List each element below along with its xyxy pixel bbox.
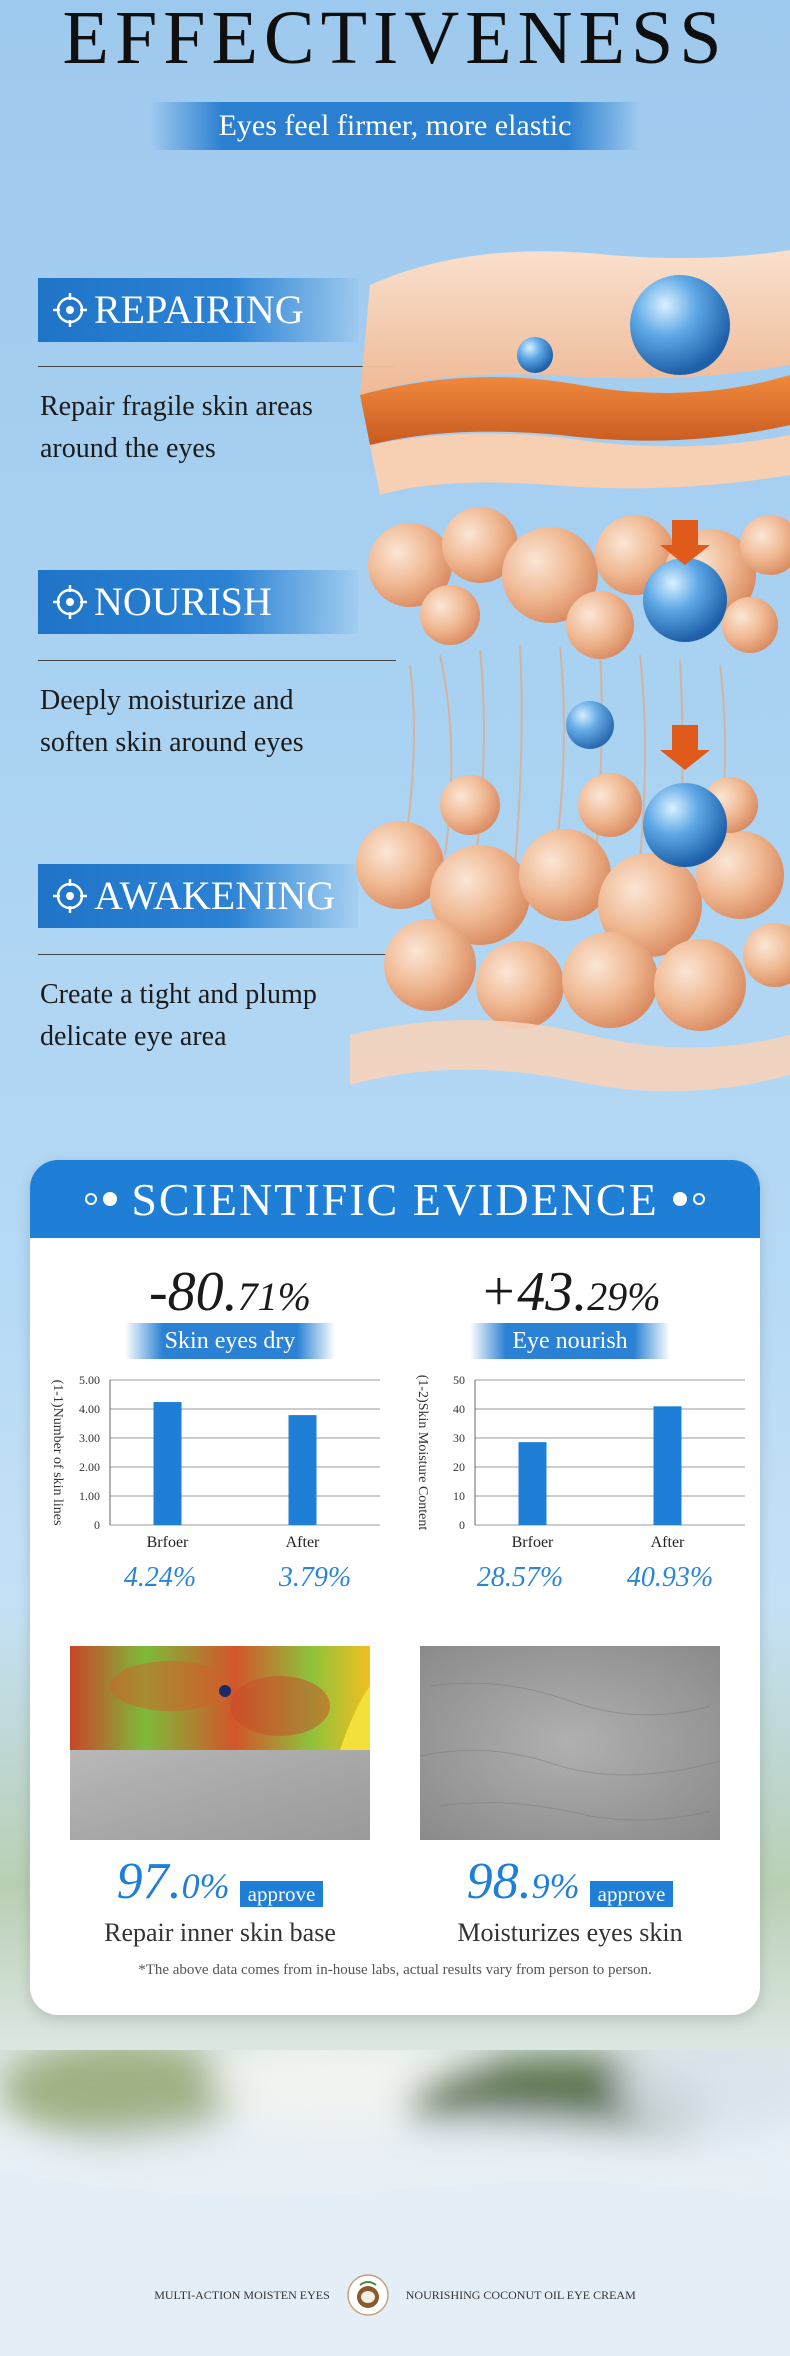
approve-percentage-main: 97. (116, 1853, 182, 1910)
chart-skin-lines: (1-1)Number of skin lines 0 1.00 2.00 3.00 4.… (50, 1373, 380, 1551)
chart-value-label: 40.93% (626, 1562, 714, 1593)
skin-texture-photo (420, 1646, 720, 1840)
coconut-logo-icon (347, 2274, 389, 2316)
chart-y-tick-label: 40 (453, 1402, 465, 1416)
evidence-title: SCIENTIFIC EVIDENCE (131, 1173, 659, 1225)
chart-x-tick-label: After (651, 1534, 685, 1551)
approve-percentage-decimal: 0% (181, 1866, 230, 1906)
chart-bar (153, 1402, 182, 1525)
target-icon (53, 585, 87, 619)
approve-badge: approve (239, 1881, 324, 1908)
before-after-skin-photo (70, 1646, 370, 1840)
chart-y-tick-label: 2.00 (79, 1460, 100, 1474)
chart-y-axis-label: (1-2)Skin Moisture Content (415, 1375, 430, 1531)
chart-y-tick-label: 20 (453, 1460, 465, 1474)
chart-x-tick-label: After (286, 1534, 320, 1551)
feature-description: Repair fragile skin areas around the eye… (40, 386, 400, 470)
target-icon (53, 293, 87, 327)
disclaimer: *The above data comes from in-house labs… (138, 1962, 652, 1978)
chart-x-tick-label: Brfoer (147, 1534, 189, 1551)
chart-bar (518, 1442, 547, 1525)
stat-label: Skin eyes dry (125, 1323, 335, 1359)
approve-percentage: 98.9% (467, 1853, 580, 1910)
chart-y-tick-label: 3.00 (79, 1431, 100, 1445)
approve-stat: 97.0% approve (70, 1852, 370, 1911)
chart-y-tick-label: 50 (453, 1373, 465, 1387)
flower-background (0, 2050, 790, 2356)
approve-percentage: 97.0% (117, 1853, 230, 1910)
photo-caption: Repair inner skin base (104, 1918, 336, 1947)
chart-y-tick-label: 0 (459, 1518, 465, 1532)
chart-x-tick-label: Brfoer (512, 1534, 554, 1551)
bullet-dot-icon (692, 1193, 705, 1205)
scientific-evidence-card: SCIENTIFIC EVIDENCE -80.71% Skin eyes dr… (30, 1160, 760, 2015)
feature-title: REPAIRING (94, 287, 304, 332)
footer-right-text: NOURISHING COCONUT OIL EYE CREAM (405, 2287, 636, 2302)
bullet-dot-icon (672, 1192, 687, 1206)
chart-skin-moisture: (1-2)Skin Moisture Content 0 10 20 30 40 50 Brf… (415, 1373, 745, 1551)
feature-description-line: around the eyes (40, 433, 216, 464)
stat-value: -80.71% (100, 1260, 360, 1324)
feature-banner-awakening: AWAKENING (38, 864, 358, 928)
approve-stat: 98.9% approve (420, 1852, 720, 1911)
stat-value: +43.29% (440, 1260, 700, 1324)
feature-title: NOURISH (94, 579, 272, 624)
feature-description-line: soften skin around eyes (40, 727, 304, 758)
photo-caption: Moisturizes eyes skin (457, 1918, 683, 1947)
chart-y-tick-label: 10 (453, 1489, 465, 1503)
bullet-dot-icon (103, 1192, 118, 1206)
stat-value-decimal: 71% (237, 1274, 311, 1319)
skin-layers-illustration (350, 250, 790, 1092)
feature-description: Deeply moisturize and soften skin around… (40, 680, 400, 764)
stat-value-decimal: 29% (587, 1274, 661, 1319)
evidence-header: SCIENTIFIC EVIDENCE (30, 1160, 760, 1238)
chart-value-label: 4.24% (123, 1562, 197, 1593)
bullet-dot-icon (85, 1193, 98, 1205)
approve-percentage-main: 98. (466, 1853, 532, 1910)
stat-value-main: -80. (149, 1261, 238, 1323)
approve-badge: approve (589, 1881, 674, 1908)
chart-y-tick-label: 1.00 (79, 1489, 100, 1503)
chart-y-tick-label: 5.00 (79, 1373, 100, 1387)
chart-bar (653, 1406, 682, 1525)
feature-description-line: Create a tight and plump (40, 979, 317, 1010)
divider (38, 660, 396, 661)
chart-value-label: 3.79% (278, 1562, 352, 1593)
page-title: EFFECTIVENESS (62, 0, 728, 80)
chart-y-tick-label: 0 (94, 1518, 100, 1532)
approve-percentage-decimal: 9% (531, 1866, 580, 1906)
footer: MULTI-ACTION MOISTEN EYES NOURISHING COC… (0, 2265, 790, 2325)
chart-y-axis-label: (1-1)Number of skin lines (50, 1380, 65, 1526)
stat-label: Eye nourish (470, 1323, 670, 1359)
chart-y-tick-label: 4.00 (79, 1402, 100, 1416)
footer-left-text: MULTI-ACTION MOISTEN EYES (154, 2287, 330, 2302)
chart-y-tick-label: 30 (453, 1431, 465, 1445)
feature-banner-repairing: REPAIRING (38, 278, 358, 342)
divider (38, 954, 396, 955)
feature-banner-nourish: NOURISH (38, 570, 358, 634)
feature-description: Create a tight and plump delicate eye ar… (40, 974, 400, 1058)
target-icon (53, 879, 87, 913)
feature-description-line: Deeply moisturize and (40, 685, 294, 716)
stat-value-main: +43. (479, 1261, 588, 1323)
feature-description-line: delicate eye area (40, 1021, 227, 1052)
subtitle-banner: Eyes feel firmer, more elastic (150, 102, 640, 150)
feature-title: AWAKENING (94, 873, 336, 918)
chart-value-label: 28.57% (476, 1562, 564, 1593)
divider (38, 366, 396, 367)
chart-bar (288, 1415, 317, 1525)
feature-description-line: Repair fragile skin areas (40, 391, 313, 422)
